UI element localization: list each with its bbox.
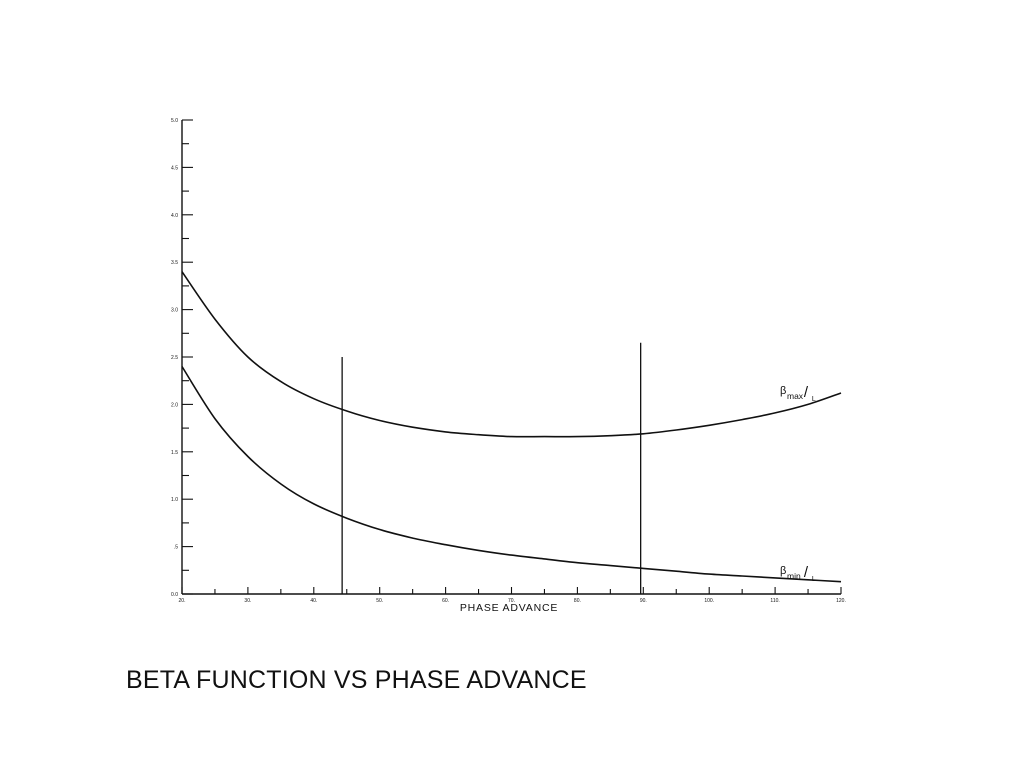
beta-max-label: β max / L	[780, 384, 816, 403]
x-tick-label: 30.	[244, 598, 251, 604]
y-tick-label: 3.0	[171, 308, 178, 314]
beta-min-curve	[181, 366, 842, 583]
x-tick-label: 120.	[836, 598, 846, 604]
y-tick-label: 4.0	[171, 213, 178, 219]
beta-max-curve	[181, 271, 842, 438]
series-labels: β max / Lβ min / L	[780, 384, 816, 583]
x-tick-label: 40.	[310, 598, 317, 604]
x-tick-label: 90.	[640, 598, 647, 604]
beta-symbol: β	[780, 565, 786, 577]
beta-subscript: min	[787, 571, 801, 581]
y-tick-label: 4.5	[171, 165, 178, 171]
y-tick-label: 1.5	[171, 450, 178, 456]
label-denominator: L	[812, 396, 816, 403]
vertical-markers	[341, 342, 642, 594]
x-tick-label: 100.	[704, 598, 714, 604]
figure-caption: BETA FUNCTION VS PHASE ADVANCE	[126, 666, 587, 694]
y-tick-label: 0.0	[171, 592, 178, 598]
chart-axes	[181, 120, 841, 595]
beta-subscript: max	[787, 391, 804, 401]
x-axis-label: PHASE ADVANCE	[460, 602, 558, 614]
y-tick-label: 2.5	[171, 355, 178, 361]
beta-min-label: β min / L	[780, 564, 816, 583]
label-slash: /	[804, 384, 809, 401]
x-tick-label: 60.	[442, 598, 449, 604]
x-tick-label: 20.	[179, 598, 186, 604]
label-denominator: L	[812, 576, 816, 583]
y-tick-label: 2.0	[171, 402, 178, 408]
x-axis-ticks: 20. 30. 40. 50. 60. 70. 80. 90. 100. 110. 120.	[179, 587, 846, 604]
y-tick-label: 1.0	[171, 497, 178, 503]
y-tick-label: .5	[174, 545, 178, 551]
chart-series	[181, 271, 842, 583]
x-tick-label: 70.	[508, 598, 515, 604]
beta-symbol: β	[780, 385, 786, 397]
y-tick-label: 3.5	[171, 260, 178, 266]
y-axis-ticks: 0.0 .5 1.0 1.5 2.0 2.5 3.0 3.5 4.0 4.5 5.0	[171, 118, 193, 598]
x-tick-label: 50.	[376, 598, 383, 604]
x-tick-label: 80.	[574, 598, 581, 604]
x-tick-label: 110.	[770, 598, 779, 604]
y-tick-label: 5.0	[171, 118, 178, 124]
label-slash: /	[804, 564, 809, 581]
